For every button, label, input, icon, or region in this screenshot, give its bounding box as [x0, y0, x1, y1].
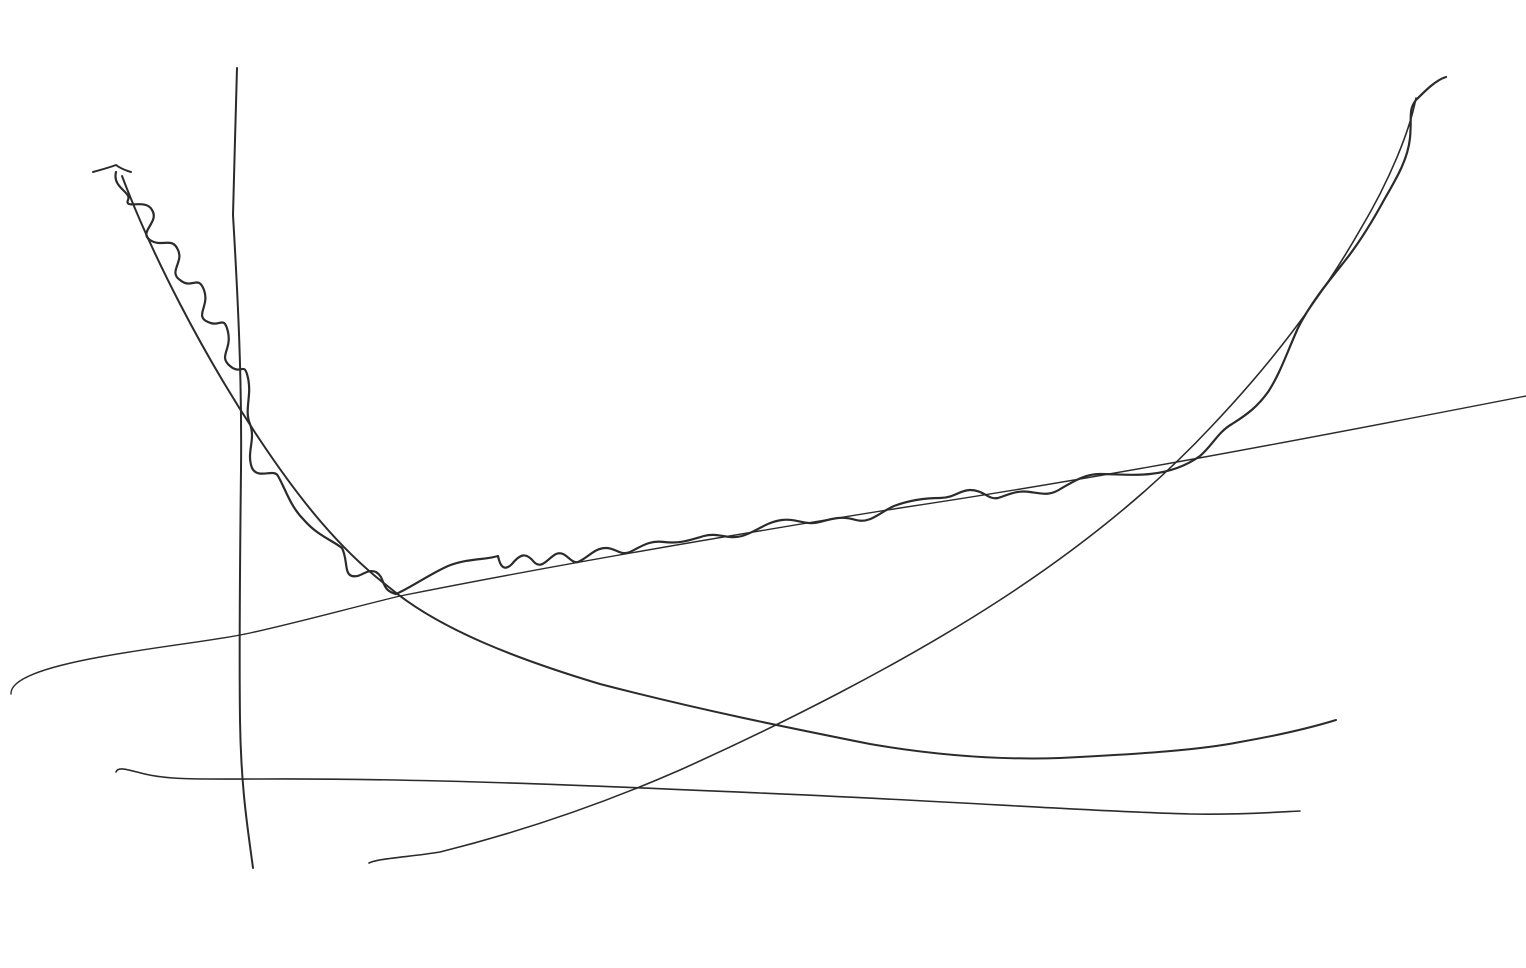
rising-tangent-line	[10, 395, 1526, 695]
decaying-curve	[121, 175, 1337, 760]
vertical-axis-line	[232, 67, 254, 869]
arrowhead	[92, 164, 132, 173]
wavy-oscillating-curve	[114, 75, 1448, 596]
exponential-growth-curve	[368, 97, 1417, 864]
horizontal-baseline-line	[115, 768, 1301, 815]
